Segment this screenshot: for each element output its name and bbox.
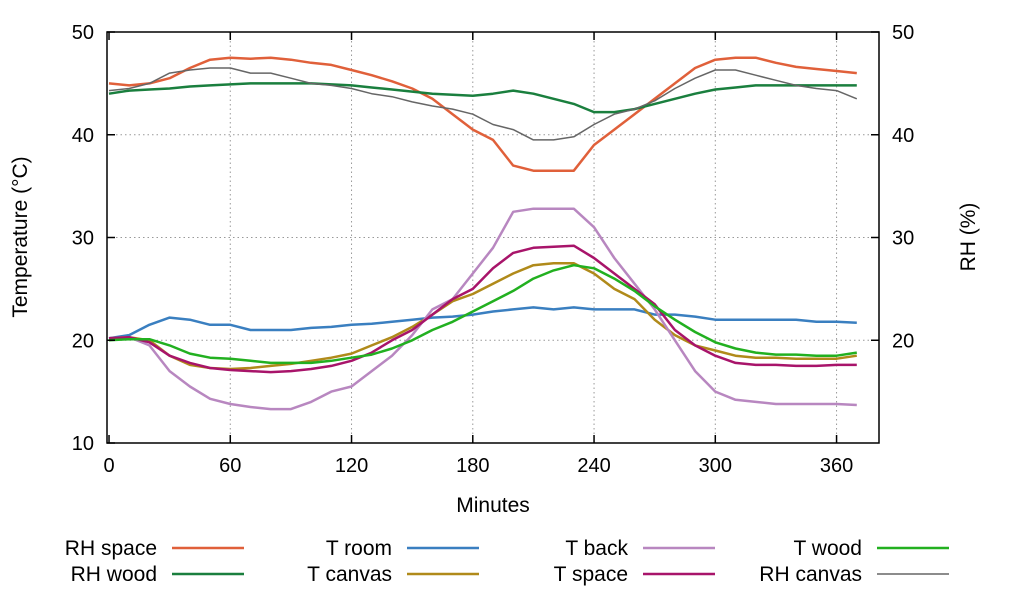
y-tick-label: 40 xyxy=(72,125,94,147)
y-tick-label: 20 xyxy=(72,330,94,352)
legend-label: RH canvas xyxy=(759,563,862,586)
legend-label: T canvas xyxy=(307,563,392,586)
y-tick-label: 50 xyxy=(72,22,94,44)
x-tick-label: 360 xyxy=(820,455,853,477)
series-line-t-space xyxy=(108,244,857,374)
x-tick-label: 300 xyxy=(699,455,732,477)
legend-label: T space xyxy=(554,563,628,586)
y2-tick-label: 20 xyxy=(892,330,914,352)
x-tick-label: 60 xyxy=(219,455,241,477)
y2-tick-label: 40 xyxy=(892,125,914,147)
series-line-t-back xyxy=(108,207,857,411)
series-lines xyxy=(108,56,858,411)
legend-label: T room xyxy=(326,537,392,560)
series-line-rh-canvas xyxy=(108,67,858,141)
x-tick-label: 180 xyxy=(456,455,489,477)
x-tick-label: 240 xyxy=(577,455,610,477)
legend-label: RH wood xyxy=(71,563,157,586)
y2-tick-label: 50 xyxy=(892,22,914,44)
series-line-rh-wood xyxy=(108,82,857,114)
ticks: 0 60 120 180 240 300 360 10 20 30 40 50 20 30 40 50 xyxy=(72,22,915,477)
x-tick-label: 120 xyxy=(335,455,368,477)
legend-label: RH space xyxy=(65,537,157,560)
y-tick-label: 30 xyxy=(72,228,94,250)
y2-axis-label: RH (%) xyxy=(957,203,980,272)
series-line-t-wood xyxy=(108,263,857,365)
grid xyxy=(107,32,879,443)
legend-label: T back xyxy=(565,537,628,560)
series-line-rh-space xyxy=(108,56,857,172)
x-tick-label: 0 xyxy=(103,455,114,477)
legend-label: T wood xyxy=(794,537,863,560)
legend: RH space RH wood T room T canvas T back T spa… xyxy=(65,537,949,586)
series-line-t-room xyxy=(108,306,857,340)
x-axis-label: Minutes xyxy=(456,494,530,517)
y2-tick-label: 30 xyxy=(892,228,914,250)
series-line-t-canvas xyxy=(108,261,857,371)
y-axis-label: Temperature (°C) xyxy=(9,156,32,317)
y-tick-label: 10 xyxy=(72,433,94,455)
